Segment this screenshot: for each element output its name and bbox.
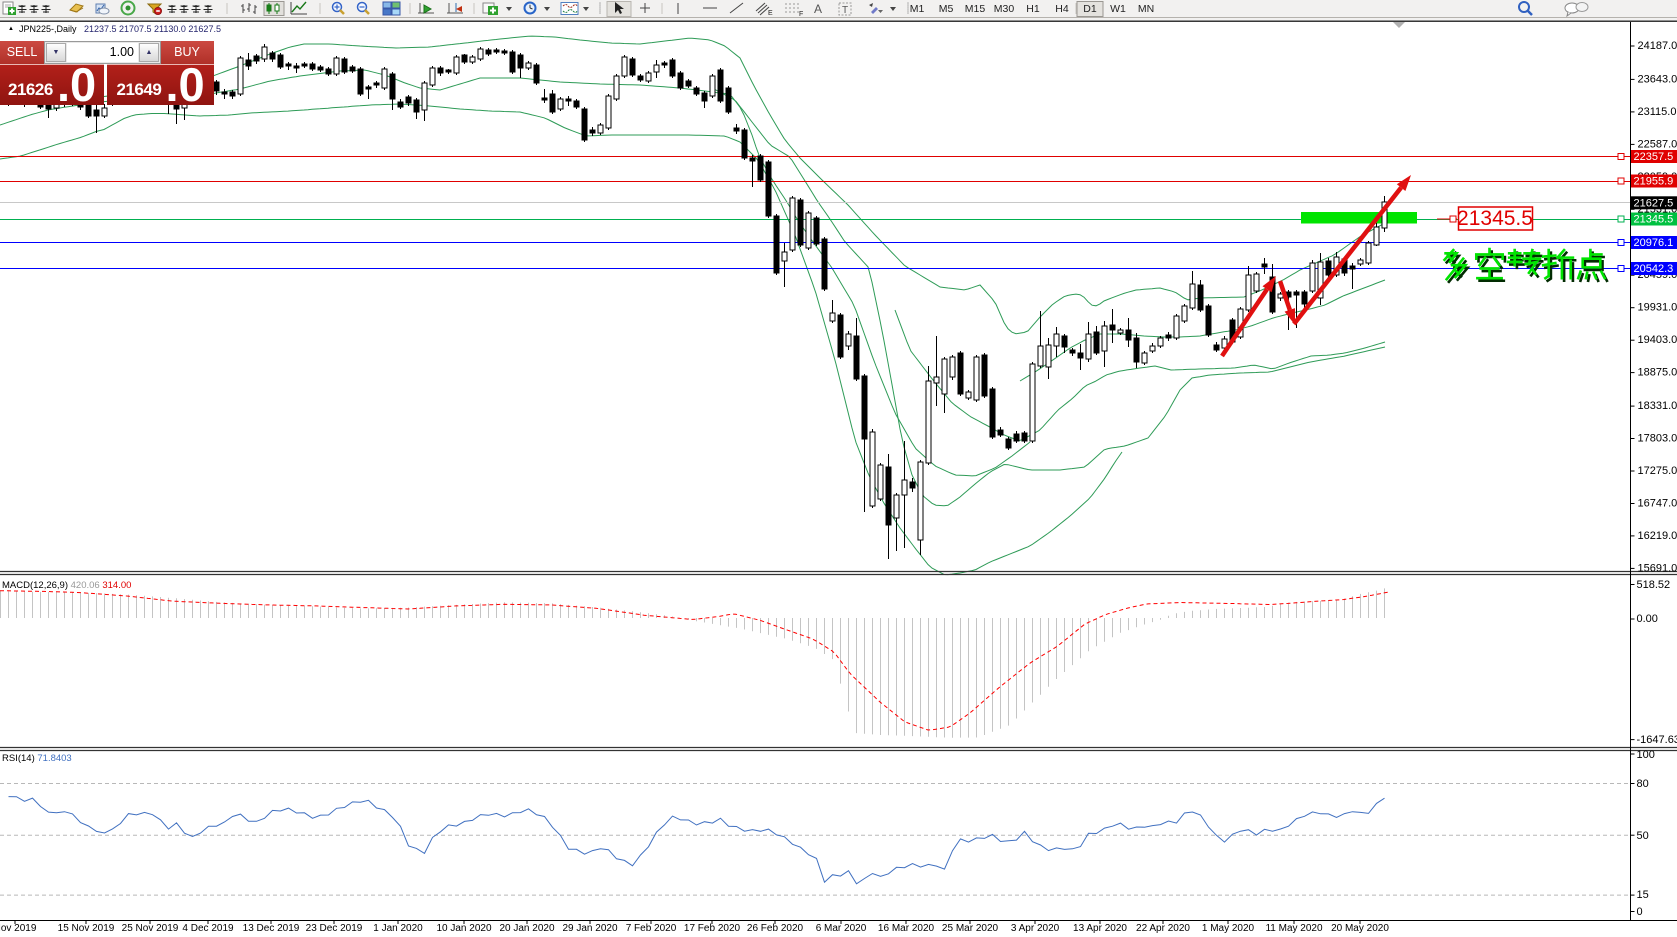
svg-text:15691.0: 15691.0 (1638, 562, 1677, 574)
svg-text:7 Feb 2020: 7 Feb 2020 (626, 923, 677, 934)
svg-text:W1: W1 (1110, 3, 1126, 15)
svg-text:17275.0: 17275.0 (1638, 465, 1677, 477)
svg-text:15 Nov 2019: 15 Nov 2019 (58, 923, 115, 934)
svg-text:3 Apr 2020: 3 Apr 2020 (1011, 923, 1060, 934)
svg-text:0.00: 0.00 (1637, 613, 1658, 625)
svg-text:21955.9: 21955.9 (1634, 176, 1674, 188)
svg-text:A: A (814, 2, 822, 16)
svg-text:15: 15 (1637, 889, 1649, 901)
svg-text:19931.0: 19931.0 (1638, 302, 1677, 314)
svg-text:H1: H1 (1026, 3, 1040, 15)
svg-text:23 Dec 2019: 23 Dec 2019 (306, 923, 363, 934)
svg-text:80: 80 (1637, 778, 1649, 790)
svg-text:25 Nov 2019: 25 Nov 2019 (122, 923, 179, 934)
svg-text:29 Jan 2020: 29 Jan 2020 (562, 923, 617, 934)
svg-text:0: 0 (1637, 906, 1643, 918)
svg-text:M30: M30 (994, 3, 1015, 15)
svg-text:M15: M15 (965, 3, 986, 15)
svg-text:1 Jan 2020: 1 Jan 2020 (373, 923, 423, 934)
svg-text:MACD(12,26,9) 420.06 314.00: MACD(12,26,9) 420.06 314.00 (2, 580, 131, 591)
svg-text:MN: MN (1138, 3, 1154, 15)
svg-text:20 May 2020: 20 May 2020 (1331, 923, 1389, 934)
svg-text:D1: D1 (1083, 3, 1097, 15)
svg-text:22587.0: 22587.0 (1638, 138, 1677, 150)
svg-text:13 Apr 2020: 13 Apr 2020 (1073, 923, 1127, 934)
svg-text:Nov 2019: Nov 2019 (0, 923, 37, 934)
svg-text:T: T (842, 5, 848, 16)
svg-text:H4: H4 (1055, 3, 1069, 15)
svg-text:F: F (799, 11, 803, 18)
svg-text:23643.0: 23643.0 (1638, 73, 1677, 85)
svg-text:50: 50 (1637, 830, 1649, 842)
svg-text:17 Feb 2020: 17 Feb 2020 (684, 923, 741, 934)
svg-text:-1647.63: -1647.63 (1637, 734, 1677, 746)
svg-text:518.52: 518.52 (1637, 579, 1671, 591)
svg-text:22357.5: 22357.5 (1634, 151, 1674, 163)
svg-text:17803.0: 17803.0 (1638, 433, 1677, 445)
svg-text:23115.0: 23115.0 (1638, 106, 1677, 118)
svg-text:M5: M5 (939, 3, 954, 15)
svg-text:18331.0: 18331.0 (1638, 400, 1677, 412)
svg-text:100: 100 (1637, 749, 1655, 761)
svg-text:25 Mar 2020: 25 Mar 2020 (942, 923, 999, 934)
svg-text:20542.3: 20542.3 (1634, 263, 1674, 275)
svg-text:19403.0: 19403.0 (1638, 334, 1677, 346)
svg-text:21627.5: 21627.5 (1634, 197, 1674, 209)
svg-text:RSI(14) 71.8403: RSI(14) 71.8403 (2, 753, 72, 764)
svg-text:4 Dec 2019: 4 Dec 2019 (182, 923, 234, 934)
svg-text:16 Mar 2020: 16 Mar 2020 (878, 923, 935, 934)
svg-text:18875.0: 18875.0 (1638, 367, 1677, 379)
svg-text:24187.0: 24187.0 (1638, 40, 1677, 52)
svg-text:1 May 2020: 1 May 2020 (1202, 923, 1255, 934)
svg-text:E: E (768, 10, 773, 17)
svg-text:26 Feb 2020: 26 Feb 2020 (747, 923, 804, 934)
svg-text:20 Jan 2020: 20 Jan 2020 (499, 923, 554, 934)
svg-text:21345.5: 21345.5 (1457, 207, 1533, 230)
svg-text:20976.1: 20976.1 (1634, 237, 1674, 249)
svg-text:21345.5: 21345.5 (1634, 214, 1674, 226)
svg-text:10 Jan 2020: 10 Jan 2020 (436, 923, 491, 934)
svg-text:16747.0: 16747.0 (1638, 498, 1677, 510)
svg-text:13 Dec 2019: 13 Dec 2019 (243, 923, 300, 934)
svg-text:22 Apr 2020: 22 Apr 2020 (1136, 923, 1190, 934)
svg-text:16219.0: 16219.0 (1638, 530, 1677, 542)
svg-text:6 Mar 2020: 6 Mar 2020 (816, 923, 867, 934)
svg-text:M1: M1 (910, 3, 925, 15)
svg-text:11 May 2020: 11 May 2020 (1265, 923, 1323, 934)
